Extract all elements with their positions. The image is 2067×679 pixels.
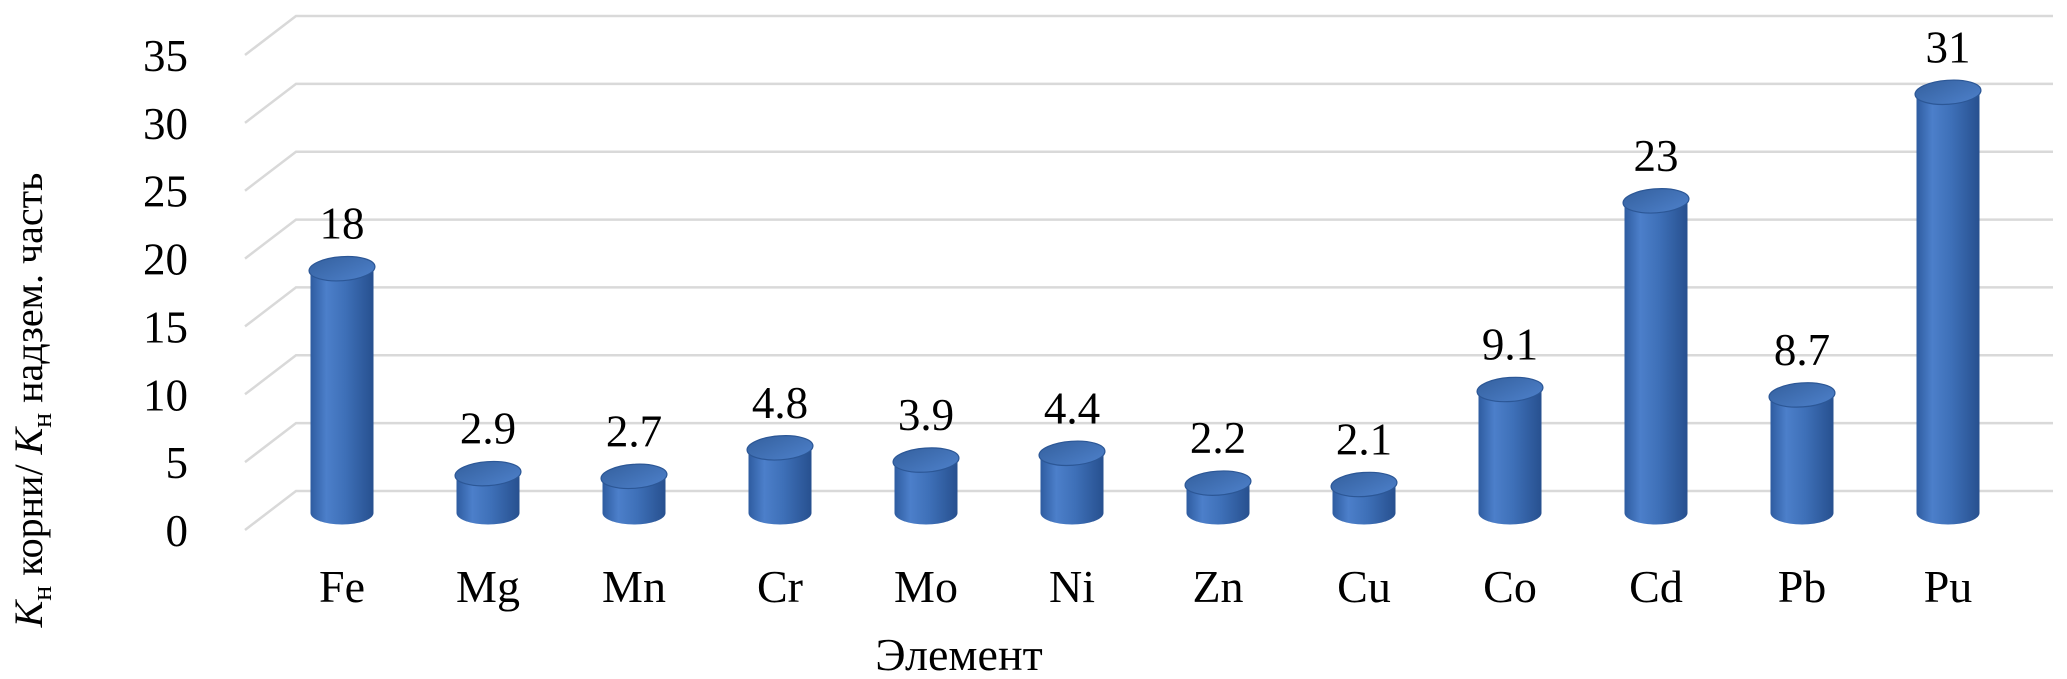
bar-top-cap [600, 463, 668, 490]
gridline [244, 421, 2053, 464]
bar-value-label: 2.7 [606, 406, 662, 456]
bar-top-cap [454, 460, 522, 487]
y-axis-title-part: корни/ [6, 454, 51, 585]
bar-top-cap [308, 255, 376, 282]
bar-cylinder-zn [1184, 470, 1252, 525]
x-axis-tick-label: Cd [1629, 561, 1683, 612]
x-axis-title: Элемент [875, 629, 1042, 679]
x-axis-tick-label: Pb [1778, 561, 1827, 612]
bar-top-cap [1038, 440, 1106, 467]
y-axis-tick-label: 10 [143, 370, 188, 420]
bar-value-label: 2.9 [460, 404, 516, 454]
x-axis-tick-label: Ni [1049, 561, 1095, 612]
bar-cylinder-fe [308, 255, 376, 525]
x-axis-tick-label: Cr [757, 561, 803, 612]
bar-body [1916, 92, 1980, 514]
bar-value-label: 23 [1634, 131, 1679, 181]
bar-top-cap [1622, 188, 1690, 214]
bar-top-cap [1184, 470, 1252, 496]
bar-cylinder-cu [1330, 471, 1398, 525]
gridline [244, 82, 2053, 124]
bar-top-cap [1330, 471, 1398, 498]
y-axis-title-part: надзем. часть [6, 173, 51, 413]
y-axis-tick-label: 30 [143, 99, 188, 149]
gridline [244, 354, 2053, 396]
bar-cylinder-cr [746, 435, 814, 525]
bar-cylinder-co [1476, 376, 1544, 525]
bar-top-cap [746, 435, 814, 461]
y-axis-title-part: н [27, 413, 58, 428]
bar-top-cap [1476, 376, 1544, 403]
y-axis-tick-label: 5 [166, 438, 189, 488]
bar-body [1770, 394, 1834, 513]
bar-top-cap [892, 447, 960, 473]
x-axis-tick-label: Mo [894, 561, 958, 612]
bar-top-cap [1768, 382, 1836, 408]
bar-cylinder-ni [1038, 440, 1106, 525]
bar-top-cap [1914, 79, 1982, 106]
bars-layer [308, 79, 1982, 525]
bar-body [310, 268, 374, 513]
y-axis-title: Кн корни/ Кн надзем. часть [6, 173, 58, 629]
x-axis-tick-label: Zn [1192, 561, 1243, 612]
bar-cylinder-mn [600, 463, 668, 525]
bar-value-label: 4.8 [752, 378, 808, 428]
bar-value-label: 4.4 [1044, 383, 1100, 433]
gridline [244, 150, 2053, 192]
y-axis-tick-label: 35 [143, 31, 188, 81]
bar-body [1624, 200, 1688, 513]
bar-value-label: 2.2 [1190, 413, 1246, 463]
bar-value-label: 2.1 [1336, 415, 1392, 465]
y-axis-title-part: К [6, 425, 51, 455]
y-axis-tick-label: 20 [143, 235, 188, 285]
bar-cylinder-cd [1622, 188, 1690, 525]
labels-layer: 0 5 10 15 20 25 30 35 18 Fe 2.9 Mg 2.7 Mn 4.8 Cr 3.9 Mo 4.… [143, 22, 1972, 612]
gridline [244, 218, 2053, 260]
x-axis-tick-label: Cu [1337, 561, 1391, 612]
bar-cylinder-mo [892, 447, 960, 525]
bar-value-label: 9.1 [1482, 320, 1538, 370]
y-axis-title-part: н [27, 586, 58, 601]
bar-value-label: 18 [320, 199, 365, 249]
bar-cylinder-pb [1768, 382, 1836, 525]
gridlines-layer [244, 14, 2053, 531]
bar-cylinder-pu [1914, 79, 1982, 525]
gridline [244, 489, 2053, 531]
x-axis-tick-label: Mn [602, 561, 666, 612]
y-axis-tick-label: 0 [166, 506, 189, 556]
bar-value-label: 3.9 [898, 390, 954, 440]
gridline [244, 14, 2053, 56]
y-axis-tick-label: 15 [143, 302, 188, 352]
y-axis-tick-label: 25 [143, 167, 188, 217]
x-axis-tick-label: Pu [1924, 561, 1973, 612]
bar-body [1478, 389, 1542, 513]
bar-value-label: 8.7 [1774, 325, 1830, 375]
bar-cylinder-mg [454, 460, 522, 525]
bar-value-label: 31 [1926, 22, 1971, 72]
x-axis-tick-label: Co [1483, 561, 1537, 612]
gridline [244, 286, 2053, 328]
y-axis-title-part: К [6, 598, 51, 628]
x-axis-tick-label: Mg [456, 561, 520, 612]
x-axis-tick-label: Fe [319, 561, 365, 612]
